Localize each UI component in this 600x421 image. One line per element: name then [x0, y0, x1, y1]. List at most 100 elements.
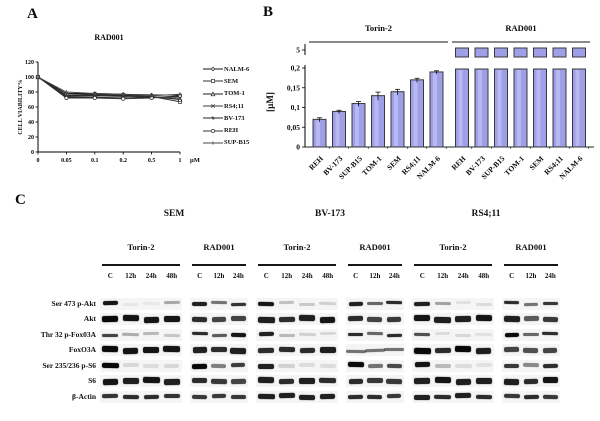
lane-label: 48h: [478, 272, 490, 280]
blot-row: [100, 297, 182, 310]
band: [122, 362, 139, 368]
band: [258, 377, 275, 384]
band: [503, 393, 520, 399]
y-axis-title: [µM]: [265, 92, 275, 112]
lane-label: 12h: [213, 272, 225, 280]
blot-row: [412, 328, 494, 341]
band: [191, 317, 208, 323]
legend-marker-icon: [203, 116, 223, 121]
band: [122, 395, 139, 400]
band: [192, 363, 208, 369]
band: [434, 302, 451, 306]
band: [455, 378, 471, 386]
legend-marker-icon: [203, 79, 223, 84]
lane-labels: C 12h 24h 48h: [100, 272, 182, 280]
band: [123, 347, 139, 355]
drug-label: Torin-2: [283, 242, 311, 252]
legend-marker-icon: [203, 91, 223, 96]
marker-circle: [92, 96, 97, 100]
band: [122, 378, 139, 385]
blot-row: [346, 375, 404, 388]
blot-row: [502, 313, 560, 326]
lane-label: 24h: [544, 272, 556, 280]
cellline-title: BV-173: [315, 209, 345, 219]
drug-rule: [192, 264, 246, 266]
lane-label: 12h: [281, 272, 293, 280]
blot-row-label: Ser 473 p-Akt: [51, 298, 96, 308]
series-line: [37, 76, 181, 100]
lane-label: 24h: [232, 272, 244, 280]
legend-item: RS4;11: [203, 100, 249, 112]
bar-category-label: TOM-1: [360, 154, 384, 178]
x-tick-label: 0.5: [148, 158, 156, 164]
band: [475, 315, 492, 322]
lane-labels: C 12h 24h 48h: [412, 272, 494, 280]
y-axis-title: CELL VIABILITY%: [18, 79, 24, 134]
bar-highlight: [497, 70, 502, 146]
blot-row: [190, 328, 248, 341]
drug-label: Torin-2: [127, 242, 155, 252]
blot-row: [412, 359, 494, 372]
x-axis-title: µM: [190, 157, 200, 164]
bar-highlight: [433, 72, 437, 146]
band: [143, 316, 159, 324]
legend-item: TOM-1: [203, 88, 249, 100]
bar-offscale-cap: [455, 47, 469, 58]
band: [387, 393, 402, 399]
lane-labels: C 12h 24h 48h: [256, 272, 338, 280]
legend-label: RS4;11: [224, 102, 244, 110]
band: [367, 302, 383, 306]
band: [503, 315, 520, 323]
panel-a-chart: 0 20 40 60 80 100 120 0 0.05 0.1 0.2 0.5 1 µM RAD001 CE…: [18, 33, 200, 164]
blot-row: [190, 390, 248, 403]
marker-circle: [121, 96, 126, 101]
marker-circle: [211, 128, 215, 133]
band: [298, 332, 316, 337]
band: [387, 316, 402, 322]
y-tick-label: 0: [31, 150, 34, 156]
blot-row: [100, 359, 182, 372]
band: [319, 347, 336, 354]
blot-row: [502, 359, 560, 372]
bar-offscale-cap: [552, 47, 567, 58]
band: [475, 332, 493, 337]
x-tick-label: 0.05: [61, 158, 72, 164]
band: [386, 379, 403, 385]
chart-title: RAD001: [94, 33, 123, 42]
blot-row: [346, 313, 404, 326]
band: [299, 315, 316, 322]
band: [367, 332, 383, 336]
bar-highlight: [575, 70, 580, 146]
bar-highlight: [335, 112, 340, 146]
band: [299, 378, 316, 385]
band: [455, 346, 472, 353]
lane-label: C: [107, 272, 113, 280]
band: [191, 394, 208, 399]
blot-row: [190, 313, 248, 326]
legend-label: TOM-1: [224, 90, 245, 98]
blot-row: [256, 313, 338, 326]
x-tick-label: 0: [37, 158, 40, 164]
blot-row: [256, 390, 338, 403]
band: [503, 301, 520, 305]
band: [386, 333, 402, 337]
band: [143, 332, 160, 336]
band: [163, 333, 180, 337]
drug-label: RAD001: [515, 242, 547, 252]
band: [542, 364, 558, 369]
band: [523, 378, 539, 384]
lane-label: C: [353, 272, 359, 280]
x-tick-label: 0.2: [119, 158, 127, 164]
drug-rule: [258, 264, 336, 266]
band: [230, 302, 246, 306]
lane-label: 24h: [457, 272, 469, 280]
band: [258, 363, 275, 369]
band: [319, 364, 336, 369]
blot-row: [256, 375, 338, 388]
band: [475, 395, 492, 400]
band: [299, 302, 316, 306]
band: [211, 316, 227, 322]
legend-marker-icon: [203, 103, 223, 109]
band: [258, 301, 275, 306]
y-tick-label: 0,1: [291, 103, 301, 112]
